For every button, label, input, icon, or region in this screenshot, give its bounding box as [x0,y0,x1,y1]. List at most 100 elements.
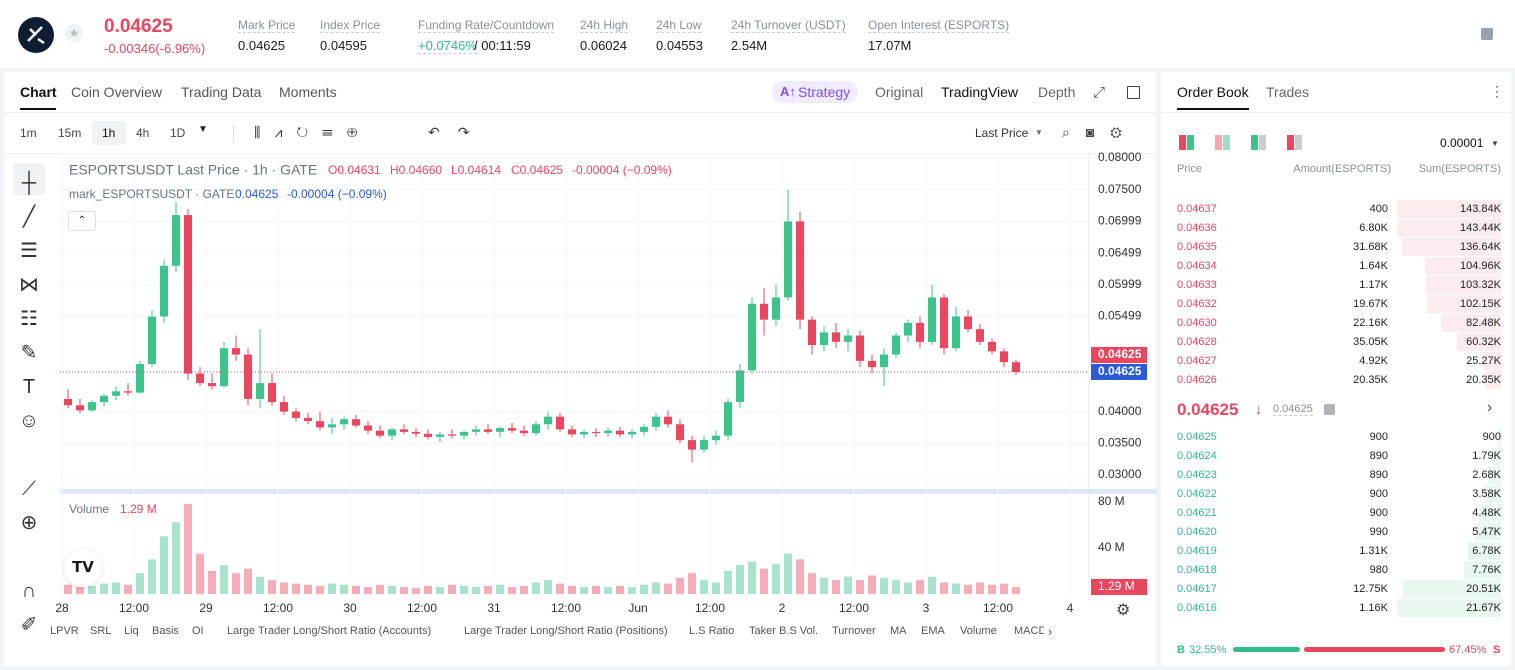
volume-bar [580,587,588,594]
ob-sum: 143.84K [1460,203,1501,215]
indicator[interactable]: Large Trader Long/Short Ratio (Positions… [464,625,668,637]
indicator[interactable]: Turnover [832,625,876,637]
price-type[interactable]: Last Price [975,126,1029,140]
chart-actions[interactable]: ⌕◙⚙ [1062,124,1138,140]
strategy-pill[interactable] [772,81,858,103]
pane-separator [60,489,1157,494]
indicator[interactable]: MACD [1014,625,1044,637]
candle-body [760,303,768,320]
stat-label: Funding Rate/Countdown [418,18,555,33]
ob-amount: 1.17K [1359,279,1388,291]
indicator[interactable]: LPVR [50,625,79,637]
drawing-tools[interactable]: ┼ ╱ ☰ ⋈ ☷ ✎ T ☺ ⟋ ⊕ ∩ ✐ [18,172,40,636]
cursor-tool[interactable] [13,163,45,195]
indicator[interactable]: Basis [152,625,179,637]
candle-body [364,425,372,431]
interval[interactable]: 1m [20,126,37,140]
chart-settings[interactable]: ⚙ [1116,602,1131,619]
precision-arrow[interactable]: ▼ [1491,139,1499,148]
volume-bar [256,576,264,594]
ratio-buy-pct: 32.55% [1189,644,1227,656]
ob-price: 0.04618 [1177,564,1217,576]
ob-amount: 1.16K [1359,602,1388,614]
volume-bar [76,587,84,594]
stat-label: Mark Price [238,18,296,33]
ob-mode[interactable] [1223,135,1230,150]
ob-mode[interactable] [1287,135,1294,150]
ob-sum: 7.76K [1472,564,1501,576]
interval-dropdown-arrow[interactable]: ▼ [198,124,208,135]
ob-mode[interactable] [1179,135,1186,150]
indicator[interactable]: Volume [960,625,997,637]
indicator[interactable]: SRL [90,625,112,637]
collapse-legend[interactable]: ⌃ [68,211,96,231]
interval[interactable]: 1h [102,126,116,140]
indicator[interactable]: MA [890,625,907,637]
ob-mode[interactable] [1215,135,1222,150]
view-tab[interactable]: Strategy [798,84,851,100]
candle-body [328,424,336,428]
mid-mark: 0.04625 [1273,403,1313,416]
ob-mode[interactable] [1251,135,1258,150]
ob-price: 0.04620 [1177,526,1217,538]
price-type-arrow[interactable]: ▼ [1035,128,1043,137]
view-tab[interactable]: Original [875,84,924,100]
indicator[interactable]: EMA [921,625,945,637]
volume-bar [88,585,96,594]
ob-amount: 22.16K [1353,317,1388,329]
chart-tab[interactable]: Chart [20,84,57,100]
ob-sum: 136.64K [1460,241,1501,253]
last-price-tag-bg [1091,346,1147,363]
ob-tab[interactable]: Trades [1266,84,1310,100]
ob-mode[interactable] [1259,135,1266,150]
indicator[interactable]: Liq [124,625,139,637]
interval[interactable]: 15m [58,126,82,140]
depth-bar [1482,352,1501,370]
view-tab[interactable]: TradingView [941,84,1019,100]
tool-icons[interactable]: ⫼⩘↻☰⊕ [254,124,372,140]
indicator[interactable]: OI [192,625,204,637]
stat-extra: / 00:11:59 [474,38,531,53]
favorite-star[interactable]: ★ [65,24,83,42]
x-tick-label: 12:00 [695,601,725,615]
indicator[interactable]: Taker B.S Vol. [749,625,819,637]
precision[interactable]: 0.00001 [1440,136,1484,150]
indicator-next[interactable]: › [1048,624,1053,639]
window-icon[interactable] [1127,86,1140,99]
ob-price: 0.04633 [1177,279,1217,291]
chart-tab[interactable]: Trading Data [181,84,262,100]
ob-amount: 890 [1369,469,1388,481]
ob-amount: 400 [1369,203,1388,215]
undo-redo[interactable]: ↶↷ [428,124,488,140]
ob-mode[interactable] [1295,135,1302,150]
y-tick-label: 0.06999 [1098,214,1142,228]
volume-bar [412,588,420,594]
ob-menu[interactable]: ⋮ [1490,83,1504,99]
volume-bar [520,585,528,594]
depth-bar [1397,219,1501,237]
mid-next[interactable]: › [1487,399,1493,416]
interval[interactable]: 1D [170,126,186,140]
ob-amount: 12.75K [1353,583,1388,595]
volume-bar [964,584,972,594]
ob-mode[interactable] [1187,135,1194,150]
indicator[interactable]: Large Trader Long/Short Ratio (Accounts) [227,625,432,637]
last-price: 0.04625 [104,16,173,37]
volume-bar [556,583,564,594]
candle-body [340,419,348,425]
side-icon[interactable] [1481,28,1493,40]
fullscreen-icon[interactable]: ⤢ [1093,84,1106,101]
ob-price: 0.04621 [1177,507,1217,519]
interval[interactable]: 4h [136,126,150,140]
volume-bar [772,563,780,594]
order-book-panel [1161,72,1511,666]
ob-tab[interactable]: Order Book [1177,84,1249,100]
stat-value: 17.07M [868,38,912,53]
candle-body [868,360,876,368]
ob-price: 0.04624 [1177,450,1217,462]
chart-tab[interactable]: Coin Overview [71,84,163,100]
view-tab[interactable]: Depth [1038,84,1076,100]
volume-tick-label: 80 M [1098,494,1125,508]
indicator[interactable]: L.S Ratio [689,625,735,637]
chart-tab[interactable]: Moments [279,84,337,100]
